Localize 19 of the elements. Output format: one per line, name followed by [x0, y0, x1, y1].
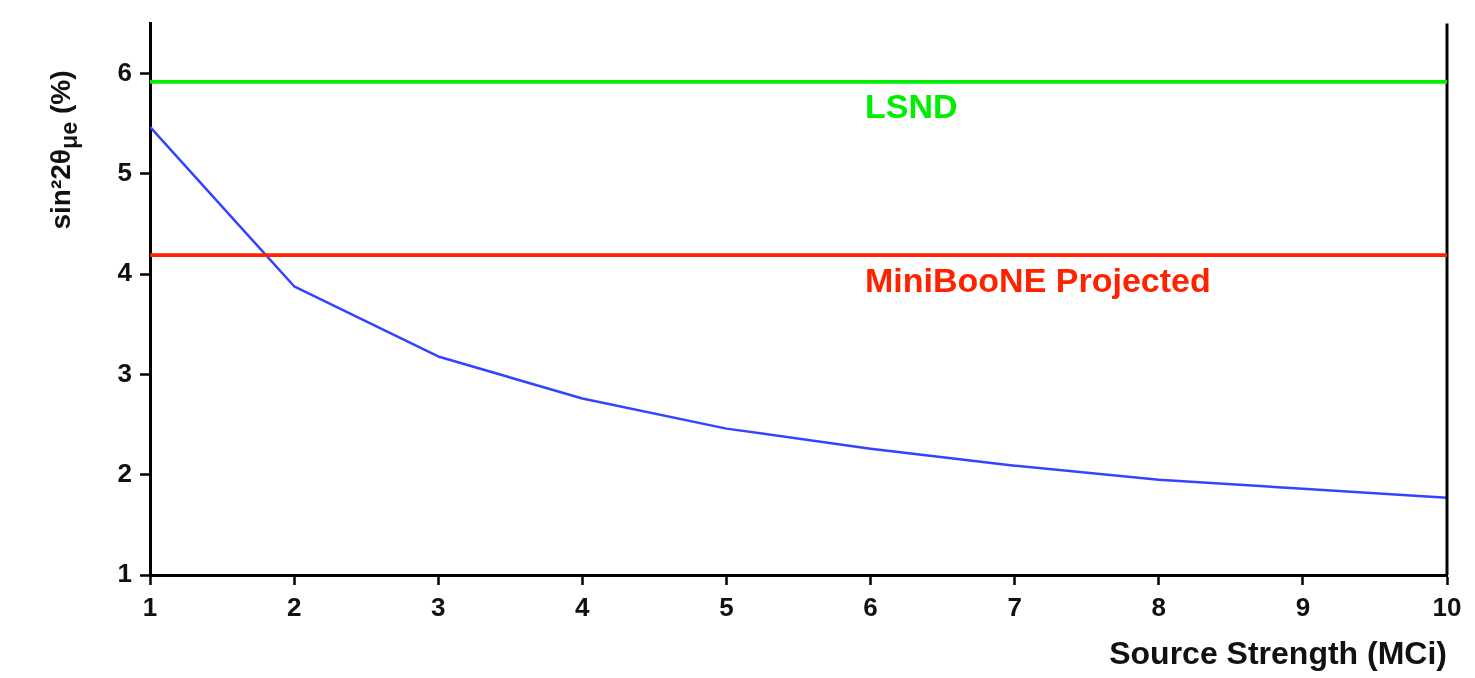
- x-axis-title: Source Strength (MCi): [1109, 634, 1447, 671]
- x-tick-label: 10: [1432, 591, 1462, 622]
- x-tick-label: 2: [286, 591, 302, 622]
- x-tick-label: 4: [575, 591, 591, 622]
- x-tick-label: 1: [142, 591, 158, 622]
- x-tick-label: 8: [1151, 591, 1167, 622]
- ref-line-label: LSND: [865, 87, 958, 126]
- y-tick-label: 2: [117, 457, 132, 488]
- y-tick-label: 6: [117, 56, 132, 87]
- x-tick-label: 6: [863, 591, 878, 622]
- x-tick-label: 3: [430, 591, 446, 622]
- y-tick-label: 4: [117, 257, 133, 288]
- y-tick-label: 1: [117, 558, 132, 589]
- y-tick-label: 5: [117, 157, 132, 188]
- x-tick-label: 5: [719, 591, 734, 622]
- y-tick-label: 3: [117, 357, 132, 388]
- x-tick-label: 9: [1295, 591, 1311, 622]
- x-tick-label: 7: [1007, 591, 1022, 622]
- ref-line-label: MiniBooNE Projected: [865, 260, 1211, 299]
